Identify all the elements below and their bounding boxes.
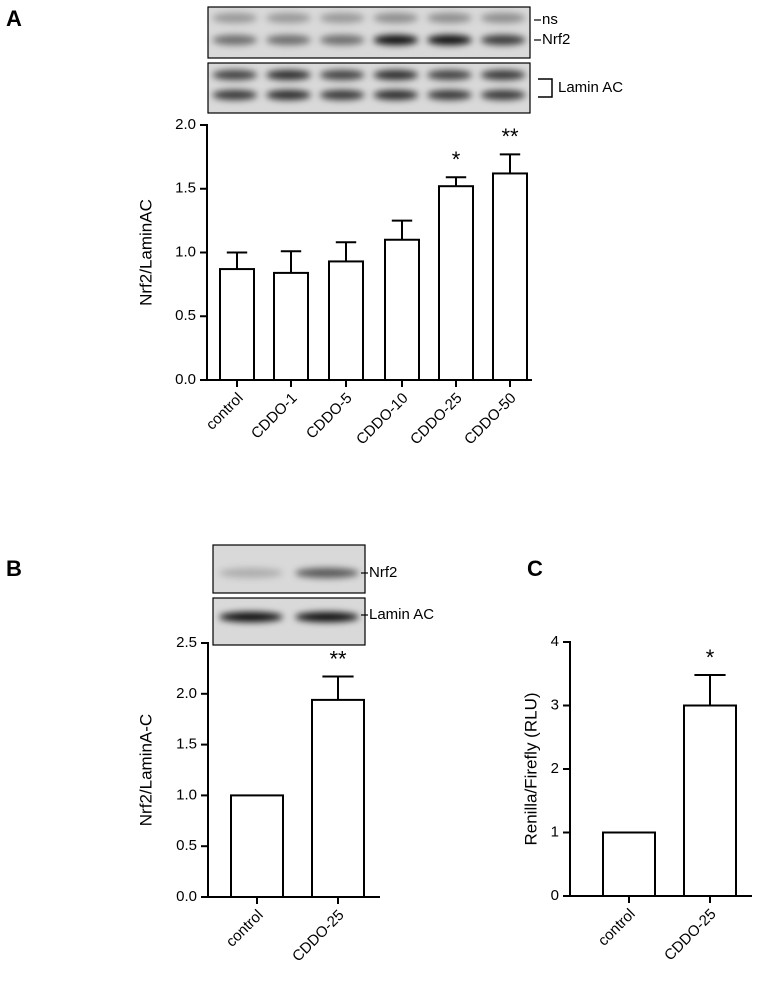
blot-band (212, 13, 258, 23)
x-tick-label: CDDO-50 (461, 390, 520, 449)
blot-band (265, 35, 312, 45)
blot-label: ns (542, 11, 558, 28)
blot-band (373, 90, 419, 100)
significance-label: * (452, 147, 461, 172)
blot-label: Nrf2 (369, 564, 397, 581)
blot-band (426, 13, 473, 23)
error-bar (280, 250, 302, 273)
blot-band (373, 70, 419, 80)
x-tick-label: CDDO-25 (661, 906, 720, 965)
blot-label-bracket (538, 78, 553, 98)
y-tick-label: 1 (551, 823, 559, 840)
bar (311, 698, 365, 898)
blot-band (373, 13, 419, 23)
blot-panel (207, 6, 531, 59)
blot-band (480, 90, 526, 100)
y-tick-label: 0 (551, 887, 559, 904)
blot-band (219, 568, 283, 578)
x-tick-label: CDDO-5 (303, 390, 356, 443)
error-bar (694, 674, 726, 706)
panel-label: C (527, 556, 543, 581)
significance-label: ** (501, 124, 519, 149)
blot-label: Lamin AC (369, 606, 434, 623)
blot-band (265, 90, 312, 100)
y-tick-label: 4 (551, 633, 559, 650)
blot-band (319, 70, 365, 80)
y-tick-label: 1.0 (176, 786, 197, 803)
blot-label: Lamin AC (558, 79, 623, 96)
x-tick-label: control (595, 906, 639, 950)
blot-band (295, 612, 359, 622)
blot-band (212, 90, 258, 100)
x-tick-label: control (203, 390, 247, 434)
bar (219, 268, 255, 382)
bar (492, 172, 528, 381)
panel-label: B (6, 556, 22, 581)
y-tick-label: 0.0 (176, 888, 197, 905)
significance-label: ** (329, 646, 347, 671)
error-bar (499, 153, 521, 174)
blot-band (319, 90, 365, 100)
blot-band (373, 35, 419, 45)
error-bar (322, 675, 354, 700)
y-tick-label: 0.0 (175, 371, 196, 388)
blot-band (212, 35, 258, 45)
blot-band (319, 35, 365, 45)
bar (683, 704, 737, 897)
x-tick-label: CDDO-1 (248, 390, 301, 443)
y-tick-label: 2.0 (175, 116, 196, 133)
blot-band (480, 13, 526, 23)
blot-band (480, 35, 526, 45)
blot-panel (212, 597, 366, 646)
bar (230, 794, 284, 899)
y-tick-label: 2 (551, 760, 559, 777)
error-bar (391, 219, 413, 240)
x-tick-label: CDDO-25 (407, 390, 466, 449)
bar (273, 271, 309, 381)
y-tick-label: 2.5 (176, 634, 197, 651)
y-tick-label: 1.0 (175, 243, 196, 260)
blot-band (265, 13, 312, 23)
y-tick-label: 0.5 (175, 307, 196, 324)
blot-panel (207, 62, 531, 114)
bar (384, 238, 420, 381)
x-tick-label: CDDO-10 (353, 390, 412, 449)
blot-band (265, 70, 312, 80)
y-axis-label: Renilla/Firefly (RLU) (521, 692, 540, 845)
y-tick-label: 0.5 (176, 837, 197, 854)
significance-label: * (706, 645, 715, 670)
error-bar (226, 251, 248, 270)
x-tick-label: control (223, 907, 267, 951)
error-bar (335, 241, 357, 262)
blot-band (219, 612, 283, 622)
y-tick-label: 1.5 (176, 736, 197, 753)
error-bar (445, 176, 467, 187)
y-axis-label: Nrf2/LaminAC (136, 199, 155, 306)
blot-band (319, 13, 365, 23)
bar (438, 185, 474, 381)
blot-band (426, 35, 473, 45)
blot-band (426, 70, 473, 80)
y-tick-label: 3 (551, 696, 559, 713)
bar (602, 831, 656, 897)
blot-label: Nrf2 (542, 31, 570, 48)
blot-band (212, 70, 258, 80)
panel-label: A (6, 6, 22, 31)
y-tick-label: 1.5 (175, 180, 196, 197)
blot-band (480, 70, 526, 80)
y-axis-label: Nrf2/LaminA-C (136, 714, 155, 826)
blot-band (426, 90, 473, 100)
blot-band (295, 568, 359, 578)
x-tick-label: CDDO-25 (289, 907, 348, 966)
y-tick-label: 2.0 (176, 685, 197, 702)
bar (328, 260, 364, 381)
